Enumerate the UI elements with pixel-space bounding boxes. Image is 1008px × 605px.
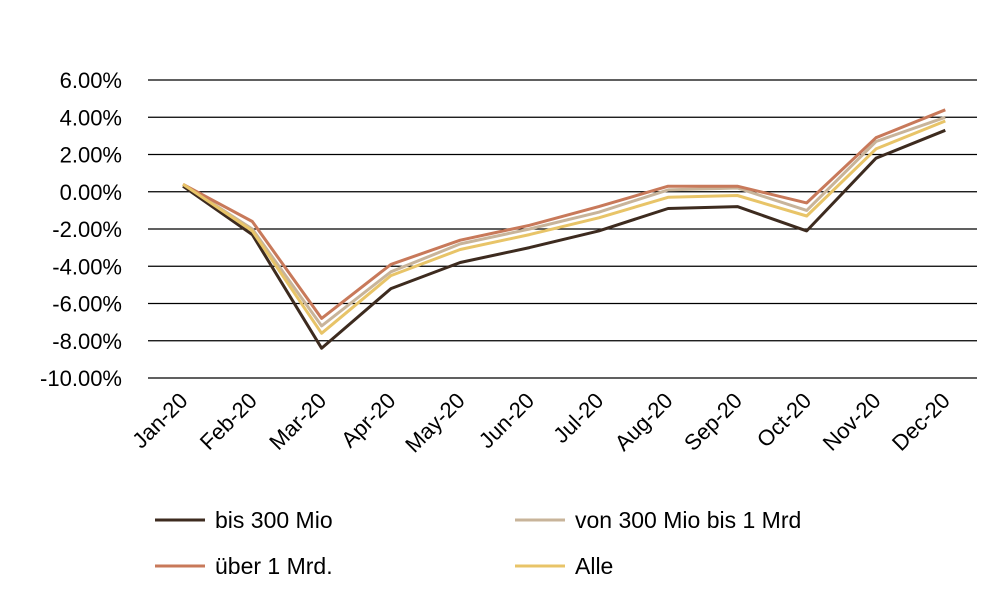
y-tick-label: -8.00%	[52, 329, 122, 354]
x-tick-label: Dec-20	[887, 388, 955, 456]
x-tick-label: May-20	[400, 388, 470, 458]
x-tick-label: Oct-20	[752, 388, 816, 452]
series-line-1	[182, 115, 946, 328]
x-tick-label: Aug-20	[610, 388, 678, 456]
x-tick-label: Sep-20	[679, 388, 747, 456]
y-tick-label: 6.00%	[60, 68, 122, 93]
x-tick-label: Apr-20	[336, 388, 400, 452]
series-line-0	[182, 128, 946, 350]
legend-label: über 1 Mrd.	[215, 553, 333, 579]
y-tick-label: 4.00%	[60, 105, 122, 130]
series-line-2	[182, 108, 946, 320]
x-tick-label: Feb-20	[195, 388, 262, 455]
series-lines	[182, 108, 946, 350]
x-tick-label: Nov-20	[818, 388, 886, 456]
y-axis-labels: 6.00% 4.00% 2.00% 0.00% -2.00% -4.00% -6.00% -8…	[40, 68, 122, 391]
series-line-3	[182, 119, 946, 335]
x-tick-label: Mar-20	[264, 388, 331, 455]
y-tick-label: -6.00%	[52, 292, 122, 317]
legend: bis 300 Mio von 300 Mio bis 1 Mrd über 1 M…	[155, 507, 801, 579]
y-tick-label: -10.00%	[40, 366, 122, 391]
x-tick-label: Jun-20	[474, 388, 539, 453]
y-tick-label: -4.00%	[52, 254, 122, 279]
gridlines	[148, 79, 977, 379]
x-tick-label: Jul-20	[548, 388, 608, 448]
x-tick-label: Jan-20	[127, 388, 192, 453]
y-tick-label: 0.00%	[60, 180, 122, 205]
y-tick-label: -2.00%	[52, 217, 122, 242]
legend-label: bis 300 Mio	[215, 507, 333, 533]
legend-label: Alle	[575, 553, 613, 579]
x-axis-labels: Jan-20 Feb-20 Mar-20 Apr-20 May-20 Jun-20 Jul-…	[127, 388, 955, 458]
legend-label: von 300 Mio bis 1 Mrd	[575, 507, 801, 533]
y-tick-label: 2.00%	[60, 143, 122, 168]
